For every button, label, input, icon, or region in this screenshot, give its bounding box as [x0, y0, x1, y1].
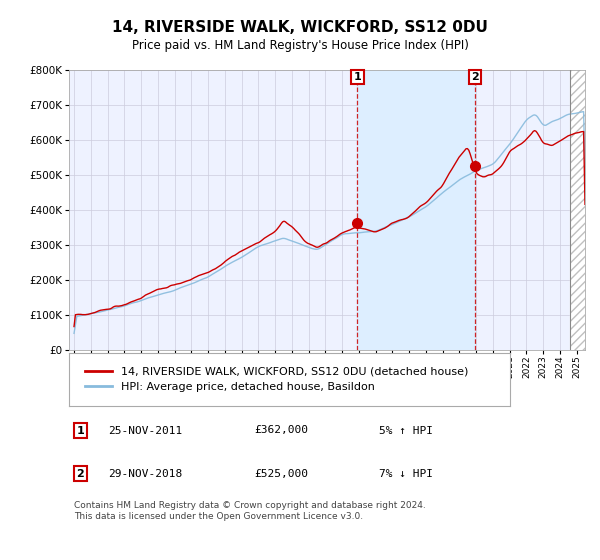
Text: 7% ↓ HPI: 7% ↓ HPI [379, 469, 433, 479]
Text: 2: 2 [76, 469, 84, 479]
Text: Price paid vs. HM Land Registry's House Price Index (HPI): Price paid vs. HM Land Registry's House … [131, 39, 469, 52]
Text: £525,000: £525,000 [255, 469, 309, 479]
Text: 25-NOV-2011: 25-NOV-2011 [108, 426, 182, 436]
Text: 5% ↑ HPI: 5% ↑ HPI [379, 426, 433, 436]
Legend: 14, RIVERSIDE WALK, WICKFORD, SS12 0DU (detached house), HPI: Average price, det: 14, RIVERSIDE WALK, WICKFORD, SS12 0DU (… [79, 361, 474, 398]
Text: 2: 2 [471, 72, 479, 82]
Text: 29-NOV-2018: 29-NOV-2018 [108, 469, 182, 479]
Text: Contains HM Land Registry data © Crown copyright and database right 2024.
This d: Contains HM Land Registry data © Crown c… [74, 501, 426, 521]
Text: 1: 1 [353, 72, 361, 82]
Bar [569, 70, 593, 350]
Text: 1: 1 [76, 426, 84, 436]
Text: 14, RIVERSIDE WALK, WICKFORD, SS12 0DU: 14, RIVERSIDE WALK, WICKFORD, SS12 0DU [112, 20, 488, 35]
Bar [358, 70, 475, 350]
Text: £362,000: £362,000 [255, 426, 309, 436]
Bar [569, 70, 593, 350]
